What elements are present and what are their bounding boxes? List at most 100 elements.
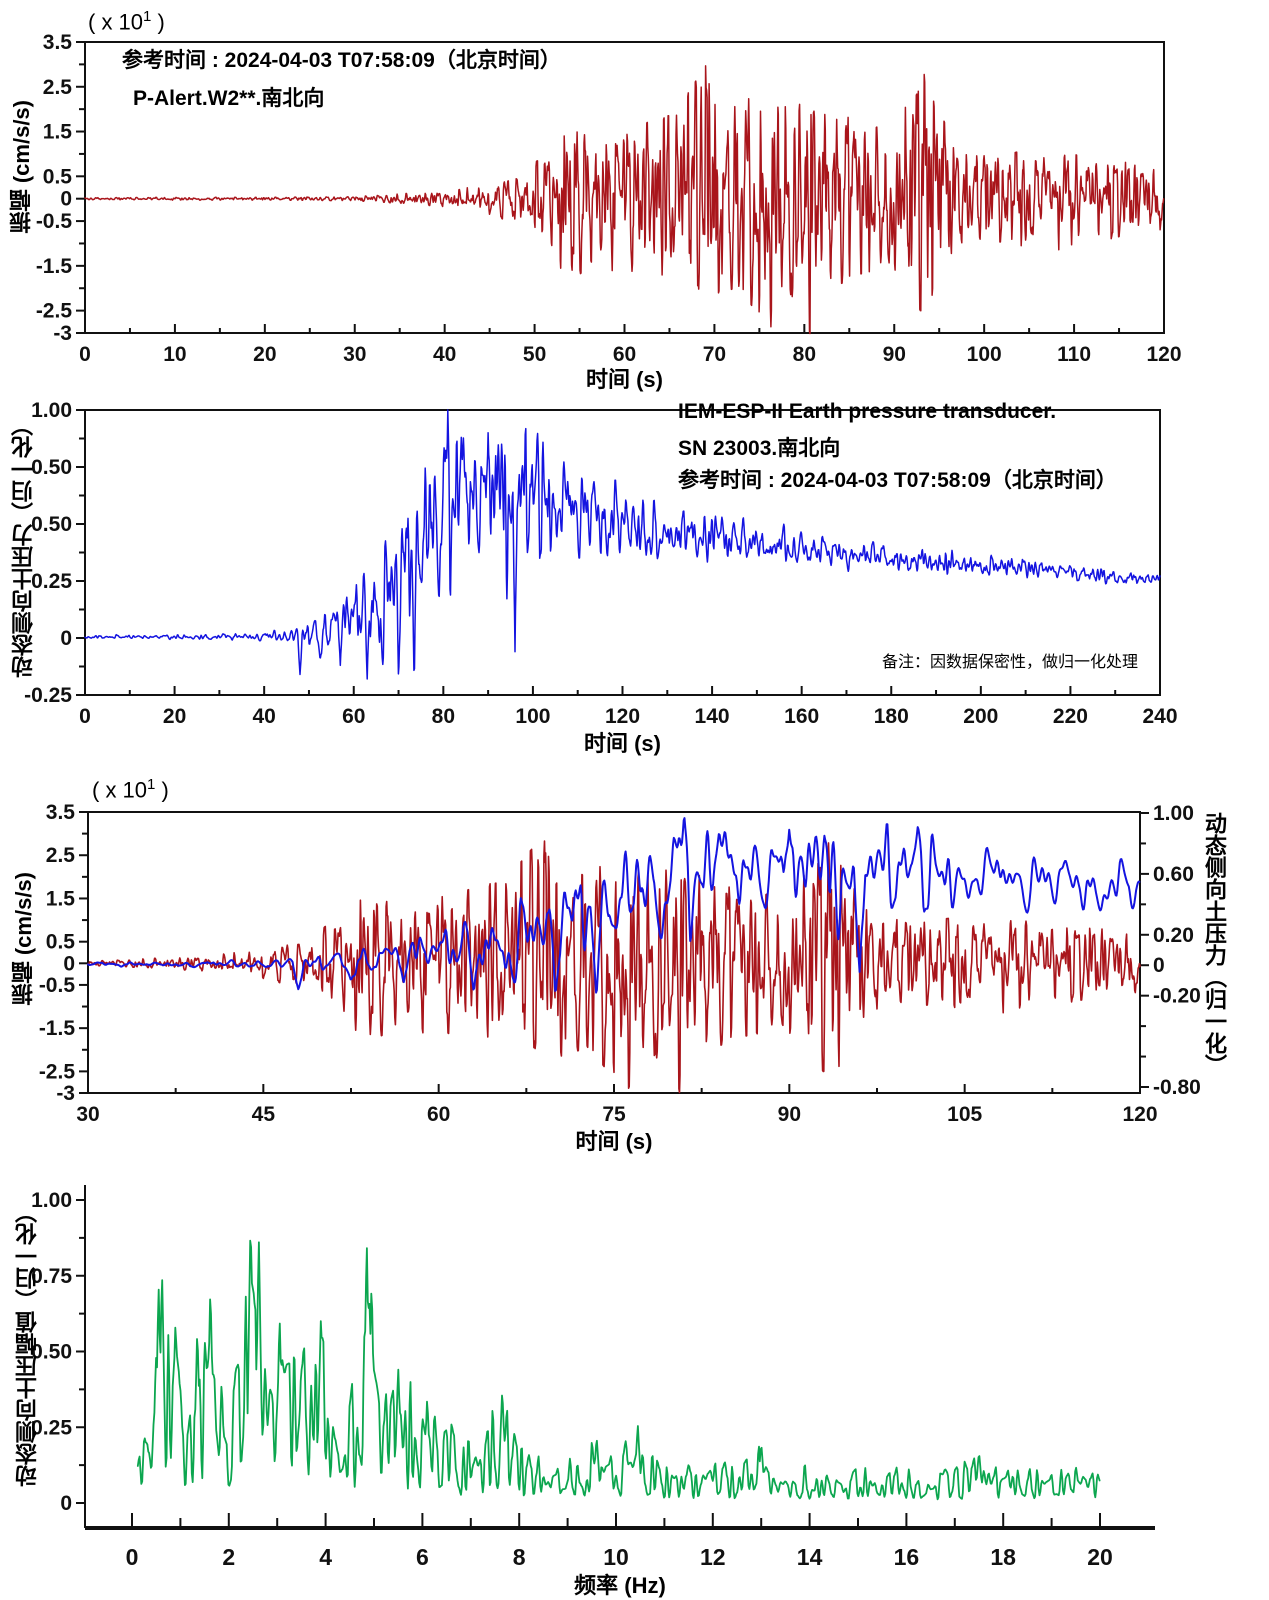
x-tick-label: 0 [79, 343, 91, 366]
y-right-tick-label: -0.20 [1153, 985, 1201, 1008]
y-tick-label: 0 [60, 1492, 72, 1515]
x-tick-label: 100 [967, 343, 1002, 366]
x-tick-label: 18 [990, 1544, 1016, 1570]
x-tick-label: 60 [427, 1103, 450, 1126]
x-tick-label: 20 [253, 343, 276, 366]
panel2-confidentiality-note: 备注：因数据保密性，做归一化处理 [882, 654, 1139, 671]
x-tick-label: 80 [432, 705, 455, 728]
x-tick-label: 160 [784, 705, 819, 728]
panel1-station-label: P-Alert.W2**.南北向 [133, 87, 325, 110]
y-tick-label: 1.5 [43, 121, 73, 144]
x-tick-label: 75 [602, 1103, 626, 1126]
y-tick-label: -2.5 [36, 300, 73, 323]
panel3-scale-label: ( x 101 ) [92, 776, 169, 803]
x-tick-label: 40 [252, 705, 275, 728]
panel3-ylabel-right: 动态侧向土压力（归一化） [1202, 812, 1227, 1076]
y-tick-label: 0.50 [31, 513, 72, 536]
x-tick-label: 50 [523, 343, 546, 366]
pressure-trace-zoom [87, 817, 1141, 994]
x-tick-label: 60 [613, 343, 636, 366]
panel2-device-label: IEM-ESP-II Earth pressure transducer. [678, 400, 1057, 423]
y-tick-label: 0 [63, 952, 75, 975]
y-tick-label: 3.5 [43, 31, 73, 54]
y-tick-label: 2.5 [43, 76, 73, 99]
x-tick-label: 140 [695, 705, 730, 728]
y-tick-label: -0.5 [36, 210, 73, 233]
x-tick-label: 40 [433, 343, 456, 366]
y-tick-label: 1.00 [31, 1189, 72, 1212]
panel3-xlabel: 时间 (s) [575, 1129, 653, 1154]
panel4-ylabel: 动态侧向土压幅值（归一化） [15, 1201, 40, 1487]
y-tick-label: -0.5 [39, 974, 76, 997]
x-tick-label: 45 [252, 1103, 276, 1126]
x-tick-label: 8 [513, 1544, 526, 1570]
y-tick-label: 0.75 [31, 1265, 72, 1288]
y-right-tick-label: -0.80 [1153, 1076, 1201, 1099]
x-tick-label: 4 [319, 1544, 332, 1570]
panel2-reference-time: 参考时间 : 2024-04-03 T07:58:09（北京时间） [678, 469, 1117, 492]
x-tick-label: 100 [515, 705, 550, 728]
x-tick-label: 60 [342, 705, 365, 728]
x-tick-label: 80 [793, 343, 816, 366]
panel2-serial-label: SN 23003.南北向 [678, 437, 841, 460]
x-tick-label: 2 [222, 1544, 235, 1570]
x-tick-label: 220 [1053, 705, 1088, 728]
x-tick-label: 90 [883, 343, 906, 366]
panel2-xlabel: 时间 (s) [583, 731, 661, 756]
y-tick-label: 0.25 [31, 1416, 72, 1439]
panel3-ylabel-left: 振幅 (cm/s/s) [11, 872, 36, 1006]
x-tick-label: 105 [947, 1103, 982, 1126]
x-tick-label: 90 [778, 1103, 801, 1126]
y-tick-label: 0.5 [46, 931, 76, 954]
x-tick-label: 70 [703, 343, 726, 366]
accel-trace [84, 65, 1165, 335]
y-tick-label: 3.5 [46, 801, 76, 824]
panel2-ylabel: 动态侧向土压力（归一化） [11, 414, 36, 678]
pressure-trace [84, 409, 1161, 680]
x-tick-label: 20 [1087, 1544, 1113, 1570]
y-tick-label: 0.50 [31, 1341, 72, 1364]
y-right-tick-label: 0.60 [1153, 863, 1194, 886]
x-tick-label: 14 [797, 1544, 823, 1570]
y-tick-label: -1.5 [39, 1017, 76, 1040]
x-tick-label: 200 [963, 705, 998, 728]
x-tick-label: 12 [700, 1544, 726, 1570]
x-tick-label: 120 [1146, 343, 1181, 366]
x-tick-label: 20 [163, 705, 186, 728]
x-tick-label: 110 [1057, 343, 1091, 366]
x-tick-label: 0 [126, 1544, 139, 1570]
panel4-xlabel: 频率 (Hz) [574, 1573, 666, 1598]
y-tick-label: 0.5 [43, 165, 73, 188]
x-tick-label: 120 [605, 705, 640, 728]
x-tick-label: 6 [416, 1544, 429, 1570]
y-tick-label: 0 [60, 627, 72, 650]
y-tick-label: 0 [60, 188, 72, 211]
x-tick-label: 180 [874, 705, 909, 728]
spectrum-trace [136, 1239, 1101, 1501]
x-tick-label: 240 [1142, 705, 1177, 728]
y-right-tick-label: 1.00 [1153, 802, 1194, 825]
y-tick-label: 1.5 [46, 887, 76, 910]
panel1-xlabel: 时间 (s) [585, 367, 663, 392]
x-tick-label: 120 [1122, 1103, 1157, 1126]
accel-trace-zoom [87, 840, 1141, 1094]
x-tick-label: 10 [603, 1544, 629, 1570]
panel1-scale-label: ( x 101 ) [88, 8, 165, 35]
x-tick-label: 10 [163, 343, 186, 366]
y-tick-label: 1.00 [31, 399, 72, 422]
y-tick-label: -3 [53, 322, 72, 345]
x-tick-label: 0 [79, 705, 91, 728]
panel1-reference-time: 参考时间 : 2024-04-03 T07:58:09（北京时间） [122, 49, 561, 72]
x-tick-label: 30 [76, 1103, 99, 1126]
y-right-tick-label: 0 [1153, 954, 1165, 977]
y-tick-label: -0.25 [24, 684, 72, 707]
y-tick-label: -2.5 [39, 1060, 76, 1083]
y-tick-label: 0.50 [31, 456, 72, 479]
y-right-tick-label: 0.20 [1153, 924, 1194, 947]
x-tick-label: 30 [343, 343, 366, 366]
y-tick-label: -1.5 [36, 255, 73, 278]
y-tick-label: -3 [56, 1082, 75, 1105]
panel1-ylabel: 振幅 (cm/s/s) [9, 100, 34, 234]
x-tick-label: 16 [894, 1544, 920, 1570]
